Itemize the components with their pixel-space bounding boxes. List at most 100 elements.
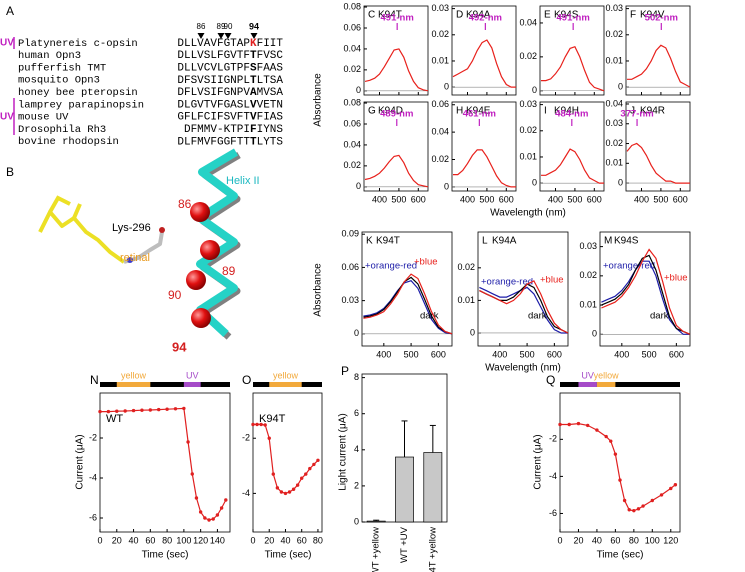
y-tick-label: 0.04 [519,17,537,27]
panel-letter: B [6,165,14,179]
y-tick-label: 0.01 [431,55,449,65]
y-tick-label: 2 [354,480,359,490]
x-tick-label: WT +UV [399,526,410,563]
x-tick-label: 600 [431,349,446,359]
y-tick-label: 0.06 [341,262,359,272]
sequence-site: V [250,112,257,124]
x-tick-label: 20 [573,535,583,545]
y-tick-label: 0.01 [579,299,597,309]
peak-label: 461-nm [463,109,496,120]
data-line [363,276,453,335]
sequence-post: FIAS [257,112,284,124]
y-tick-label: 0.01 [605,55,623,65]
chart-title: K94T [259,413,286,425]
stimulus-dark [560,382,680,387]
data-line [364,48,429,92]
retinal-stick [38,210,126,264]
sequence-pre: DFLVSIFGNPV [177,87,250,99]
y-tick-label: 0.09 [341,229,359,239]
chart-title: K94R [640,106,665,117]
y-tick-label: 0 [444,181,449,191]
chart-title: K94S [614,236,639,247]
data-line [363,273,453,335]
y-tick-label: 0.03 [431,3,449,13]
group-label: UV [0,112,14,123]
sequence-site: S [250,63,257,75]
y-axis-label: Light current (μA) [338,413,349,490]
x-tick-label: 600 [499,194,514,204]
peak-label: 491-nm [557,13,590,24]
retinal-stick [48,195,82,219]
x-tick-label: 500 [479,194,494,204]
chart-title: K94A [492,236,517,247]
plot-frame [451,101,517,192]
sequence-post: FVSC [257,50,284,62]
sequence-site: T [250,75,257,87]
x-tick-label: 0 [97,535,102,545]
panel-letter: M [604,236,612,247]
y-tick-label: -2 [549,434,557,444]
position-label: 89 [217,22,226,31]
x-tick-label: WT +yellow [371,527,382,572]
legend-label: +orange-red [365,261,417,272]
y-tick-label: 0.01 [519,151,537,161]
stimulus-dark [100,382,230,387]
legend-label: +blue [414,257,438,268]
species-name: bovine rhodopsin [18,136,119,148]
x-tick-label: 140 [210,535,225,545]
panel-letter: P [341,364,349,378]
peak-label: 492-nm [469,13,502,24]
chart-title: WT [106,413,123,425]
y-tick-label: 0.08 [343,1,361,11]
residue-label: 90 [168,288,182,302]
y-tick-label: 8 [354,372,359,382]
y-tick-label: 0.01 [605,158,623,168]
residue-sphere [190,202,210,222]
peak-label: 484-nm [555,109,588,120]
plot-frame [625,101,691,192]
bar [366,520,386,523]
y-tick-label: 0.03 [519,99,537,109]
residue-label: 94 [172,339,187,354]
data-line [453,149,516,188]
y-tick-label: 4 [354,444,359,454]
chart-title: K94T [378,10,402,21]
x-tick-label: 600 [669,349,684,359]
y-tick-label: 0.04 [343,43,361,53]
x-tick-label: K94T +yellow [427,527,438,572]
position-label: 94 [249,21,259,31]
peak-label: 502-nm [645,13,678,24]
y-tick-label: 0 [618,177,623,187]
x-tick-label: 500 [642,349,657,359]
y-tick-label: 0.06 [431,99,449,109]
plot-frame [363,101,429,192]
data-line [560,422,676,512]
data-line [541,45,605,92]
data-line [363,280,453,335]
y-tick-label: 0.02 [519,51,537,61]
x-tick-label: 500 [567,194,582,204]
y-tick-label: -6 [549,508,557,518]
x-tick-label: 500 [404,349,419,359]
x-tick-label: 400 [460,194,475,204]
x-tick-label: 0 [250,535,255,545]
x-tick-label: 400 [376,349,391,359]
y-tick-label: 0.02 [457,262,475,272]
x-tick-label: 40 [280,535,290,545]
stimulus-label: UV [581,370,594,380]
sequence-post: LTSA [257,75,284,87]
plot-frame [539,101,605,192]
plot-frame [361,231,453,347]
structure-drawing [38,148,241,340]
chart-title: K94H [554,106,579,117]
x-axis-label: Wavelength (nm) [485,363,561,374]
y-tick-label: 0 [618,82,623,92]
y-tick-label: 6 [354,408,359,418]
peak-label: 489-nm [380,109,413,120]
x-tick-label: 400 [548,194,563,204]
x-tick-label: 80 [313,535,323,545]
y-tick-label: 0.02 [605,138,623,148]
plot-frame [599,231,691,347]
sequence-pre: GFLFCIFSVFT [177,112,250,124]
